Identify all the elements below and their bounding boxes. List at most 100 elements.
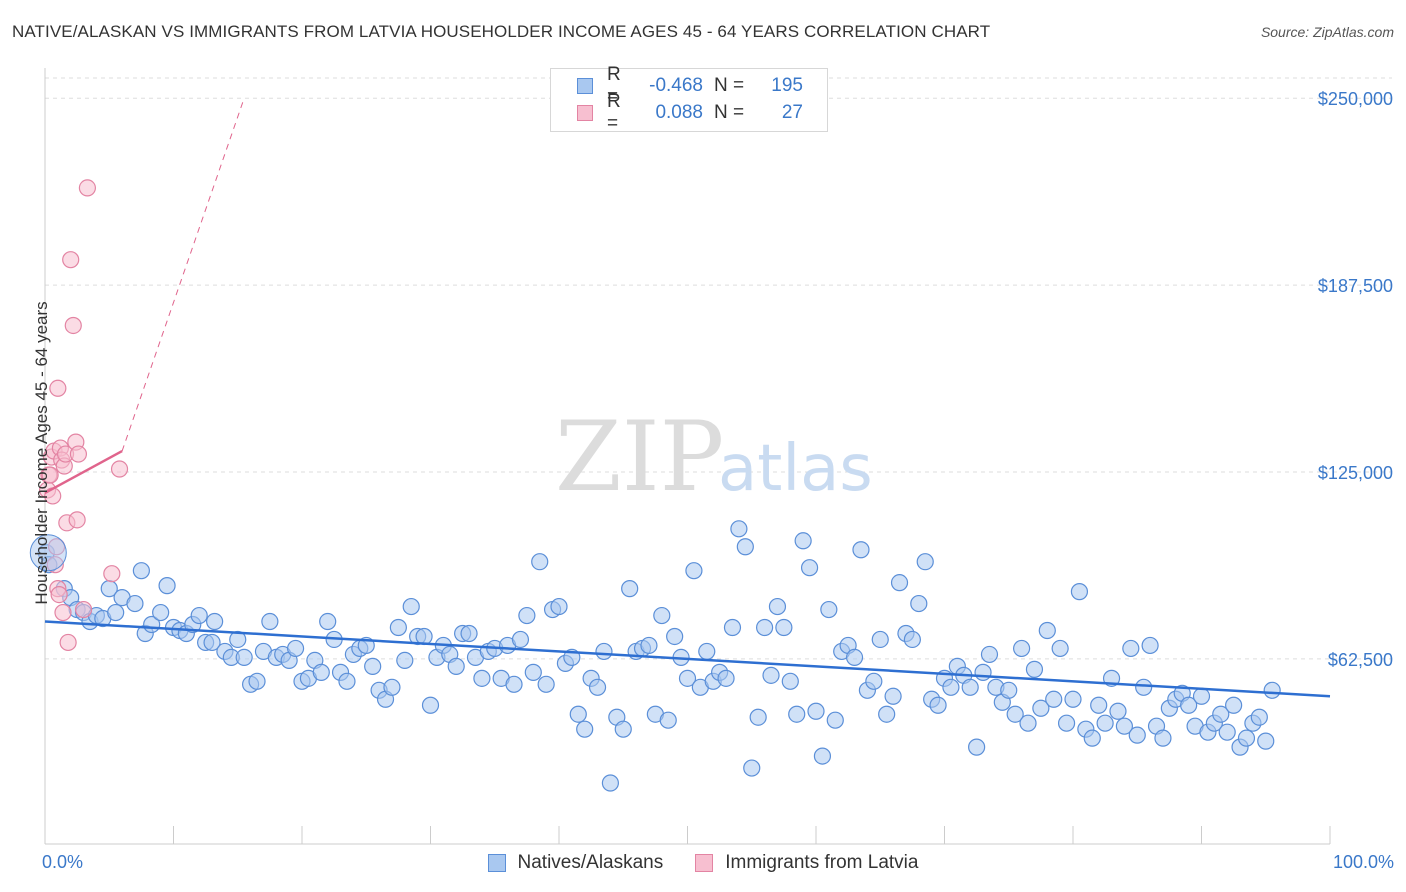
latvia-point[interactable]	[50, 586, 68, 604]
natives-point[interactable]	[576, 720, 594, 738]
natives-point[interactable]	[1025, 660, 1044, 678]
legend-item-latvia[interactable]: Immigrants from Latvia	[695, 852, 918, 874]
natives-point[interactable]	[158, 577, 176, 595]
natives-point[interactable]	[550, 597, 568, 616]
natives-point[interactable]	[929, 696, 947, 714]
latvia-point[interactable]	[74, 600, 93, 619]
natives-point[interactable]	[1128, 726, 1146, 744]
natives-point[interactable]	[781, 672, 799, 690]
latvia-point[interactable]	[49, 379, 67, 397]
natives-point[interactable]	[852, 541, 870, 559]
natives-point[interactable]	[1225, 696, 1243, 714]
natives-point[interactable]	[820, 600, 838, 619]
latvia-point[interactable]	[41, 466, 59, 484]
natives-point[interactable]	[107, 603, 125, 622]
natives-point[interactable]	[1135, 678, 1153, 696]
natives-point[interactable]	[903, 630, 921, 649]
natives-point[interactable]	[890, 574, 909, 592]
natives-point[interactable]	[1109, 702, 1127, 720]
natives-point[interactable]	[736, 538, 754, 556]
natives-point[interactable]	[1070, 583, 1089, 601]
natives-point[interactable]	[1096, 714, 1114, 732]
natives-point[interactable]	[1083, 729, 1101, 747]
natives-point[interactable]	[942, 678, 960, 696]
legend-item-natives[interactable]: Natives/Alaskans	[487, 852, 663, 874]
natives-point[interactable]	[421, 696, 440, 714]
natives-point[interactable]	[1038, 621, 1056, 640]
natives-point[interactable]	[588, 678, 607, 696]
natives-point[interactable]	[601, 774, 620, 792]
natives-point[interactable]	[961, 678, 979, 696]
natives-point[interactable]	[968, 738, 986, 756]
natives-point[interactable]	[910, 594, 928, 613]
latvia-point[interactable]	[68, 511, 86, 529]
natives-point[interactable]	[1115, 717, 1134, 735]
natives-point[interactable]	[878, 705, 896, 723]
natives-large-point[interactable]	[29, 534, 67, 572]
natives-point[interactable]	[190, 606, 208, 625]
natives-point[interactable]	[717, 669, 735, 687]
natives-point[interactable]	[845, 648, 864, 667]
natives-point[interactable]	[640, 636, 658, 655]
natives-point[interactable]	[755, 618, 774, 637]
natives-point[interactable]	[1000, 681, 1018, 699]
latvia-point[interactable]	[64, 316, 82, 335]
natives-point[interactable]	[206, 612, 224, 631]
natives-point[interactable]	[749, 708, 767, 726]
natives-point[interactable]	[916, 553, 934, 571]
latvia-point[interactable]	[103, 565, 121, 583]
natives-point[interactable]	[762, 666, 780, 684]
latvia-point[interactable]	[59, 633, 77, 652]
latvia-point[interactable]	[69, 445, 88, 463]
natives-point[interactable]	[235, 648, 253, 667]
natives-point[interactable]	[319, 612, 337, 631]
latvia-point[interactable]	[54, 603, 72, 622]
natives-point[interactable]	[126, 594, 144, 613]
natives-point[interactable]	[248, 672, 266, 690]
natives-point[interactable]	[531, 553, 549, 571]
natives-point[interactable]	[775, 618, 793, 637]
natives-point[interactable]	[1263, 681, 1281, 699]
natives-point[interactable]	[518, 606, 536, 625]
natives-point[interactable]	[730, 520, 748, 538]
natives-point[interactable]	[505, 675, 523, 693]
natives-point[interactable]	[537, 675, 555, 693]
natives-point[interactable]	[473, 669, 491, 687]
natives-point[interactable]	[1051, 639, 1069, 658]
natives-point[interactable]	[1154, 729, 1172, 747]
natives-point[interactable]	[1045, 690, 1063, 708]
natives-point[interactable]	[698, 642, 716, 661]
natives-point[interactable]	[447, 657, 465, 675]
natives-point[interactable]	[396, 651, 414, 669]
natives-point[interactable]	[511, 630, 530, 649]
natives-point[interactable]	[1122, 639, 1140, 658]
natives-point[interactable]	[1180, 696, 1198, 714]
natives-point[interactable]	[338, 672, 356, 690]
natives-point[interactable]	[460, 624, 478, 643]
natives-point[interactable]	[152, 603, 170, 622]
natives-point[interactable]	[621, 580, 639, 598]
latvia-point[interactable]	[78, 179, 97, 197]
natives-point[interactable]	[524, 663, 542, 681]
natives-point[interactable]	[1057, 714, 1076, 732]
natives-point[interactable]	[389, 618, 407, 637]
natives-point[interactable]	[132, 562, 150, 580]
natives-point[interactable]	[826, 711, 844, 729]
natives-point[interactable]	[1250, 708, 1268, 726]
natives-point[interactable]	[743, 759, 761, 777]
natives-point[interactable]	[1257, 732, 1275, 750]
natives-point[interactable]	[1192, 687, 1211, 705]
natives-point[interactable]	[871, 630, 889, 649]
natives-point[interactable]	[1212, 705, 1230, 723]
natives-point[interactable]	[1064, 690, 1082, 708]
latvia-point[interactable]	[62, 251, 80, 269]
natives-point[interactable]	[364, 657, 382, 675]
natives-point[interactable]	[229, 630, 247, 649]
latvia-point[interactable]	[110, 460, 129, 478]
natives-point[interactable]	[383, 678, 401, 696]
natives-point[interactable]	[685, 562, 703, 580]
natives-point[interactable]	[788, 705, 806, 723]
natives-point[interactable]	[1012, 639, 1031, 658]
natives-point[interactable]	[794, 532, 812, 550]
natives-point[interactable]	[807, 702, 825, 720]
